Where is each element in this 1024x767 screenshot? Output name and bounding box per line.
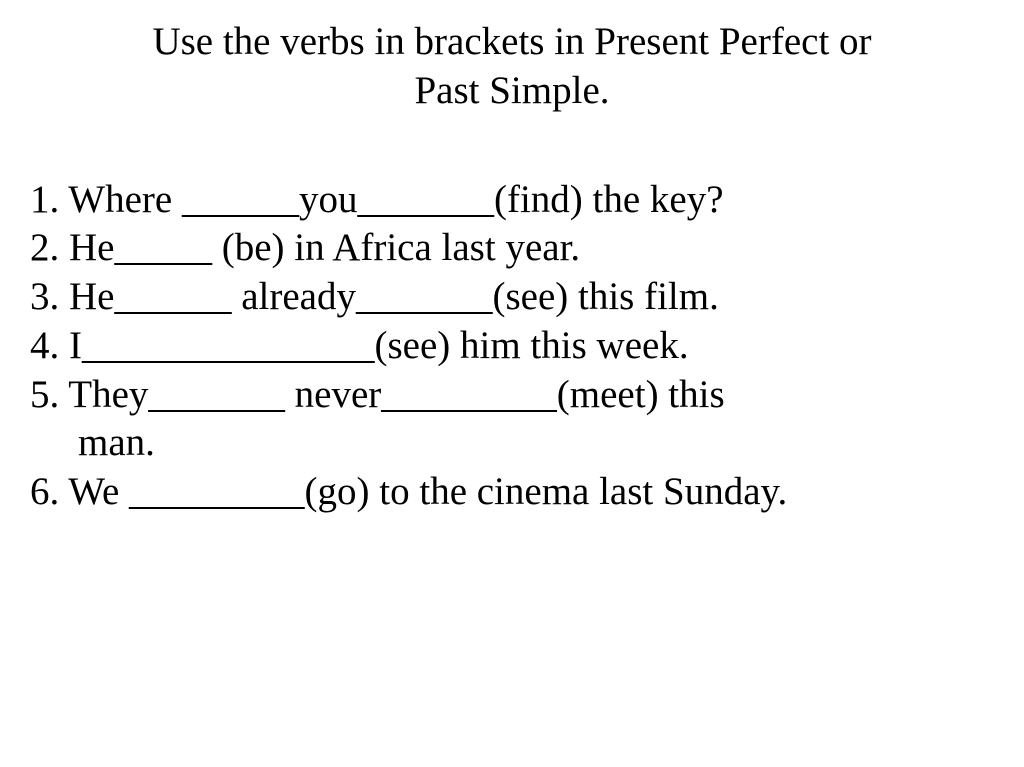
title-line-2: Past Simple. [30, 67, 994, 116]
exercise-list: 1. Where ______you_______(find) the key?… [30, 176, 994, 517]
title: Use the verbs in brackets in Present Per… [30, 18, 994, 116]
exercise-item-3: 3. He______ already_______(see) this fil… [30, 273, 994, 322]
exercise-item-5: 5. They_______ never_________(meet) this [30, 371, 994, 420]
exercise-item-4: 4. I_______________(see) him this week. [30, 322, 994, 371]
exercise-item-6: 6. We _________(go) to the cinema last S… [30, 468, 994, 517]
title-line-1: Use the verbs in brackets in Present Per… [30, 18, 994, 67]
exercise-item-2: 2. He_____ (be) in Africa last year. [30, 224, 994, 273]
exercise-item-1: 1. Where ______you_______(find) the key? [30, 176, 994, 225]
exercise-item-5-cont: man. [30, 419, 994, 468]
worksheet-page: Use the verbs in brackets in Present Per… [0, 0, 1024, 767]
